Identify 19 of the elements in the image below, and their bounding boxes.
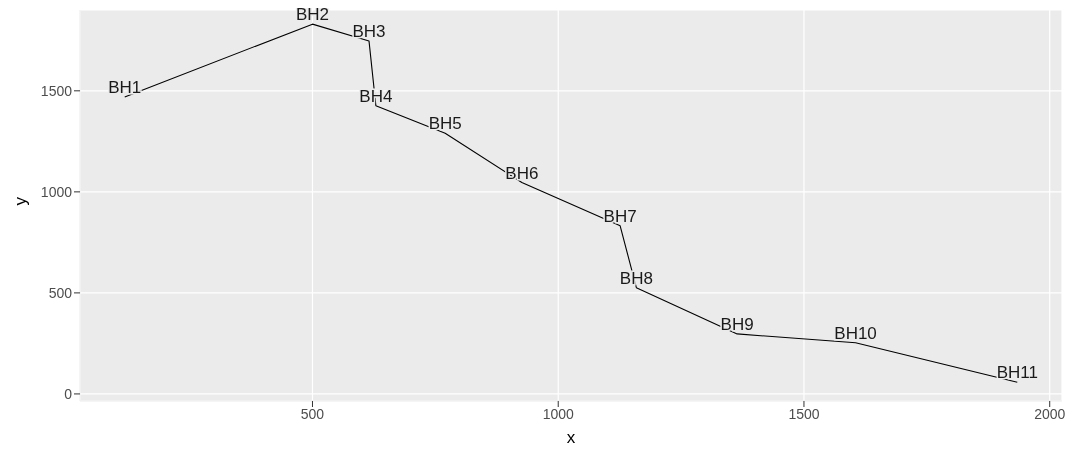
y-tick-label: 1500 — [40, 82, 73, 99]
y-tick-label: 1000 — [40, 183, 73, 200]
x-tick-label: 1500 — [788, 405, 820, 422]
data-label: BH2 — [295, 5, 330, 25]
x-axis-title: x — [566, 428, 576, 447]
y-tick-label: 500 — [48, 284, 73, 301]
data-label: BH9 — [720, 314, 754, 334]
data-label: BH3 — [352, 21, 386, 41]
x-tick-label: 1000 — [542, 405, 574, 422]
y-tick-label: 0 — [64, 385, 73, 402]
data-label: BH11 — [996, 363, 1038, 383]
data-label: BH7 — [603, 206, 637, 226]
x-tick-label: 500 — [300, 405, 325, 422]
data-label: BH5 — [428, 114, 462, 134]
x-tick-label: 2000 — [1034, 405, 1066, 422]
data-label: BH1 — [108, 77, 142, 97]
data-label: BH6 — [505, 163, 539, 183]
data-label: BH10 — [834, 323, 877, 343]
y-axis-title: y — [11, 196, 31, 206]
